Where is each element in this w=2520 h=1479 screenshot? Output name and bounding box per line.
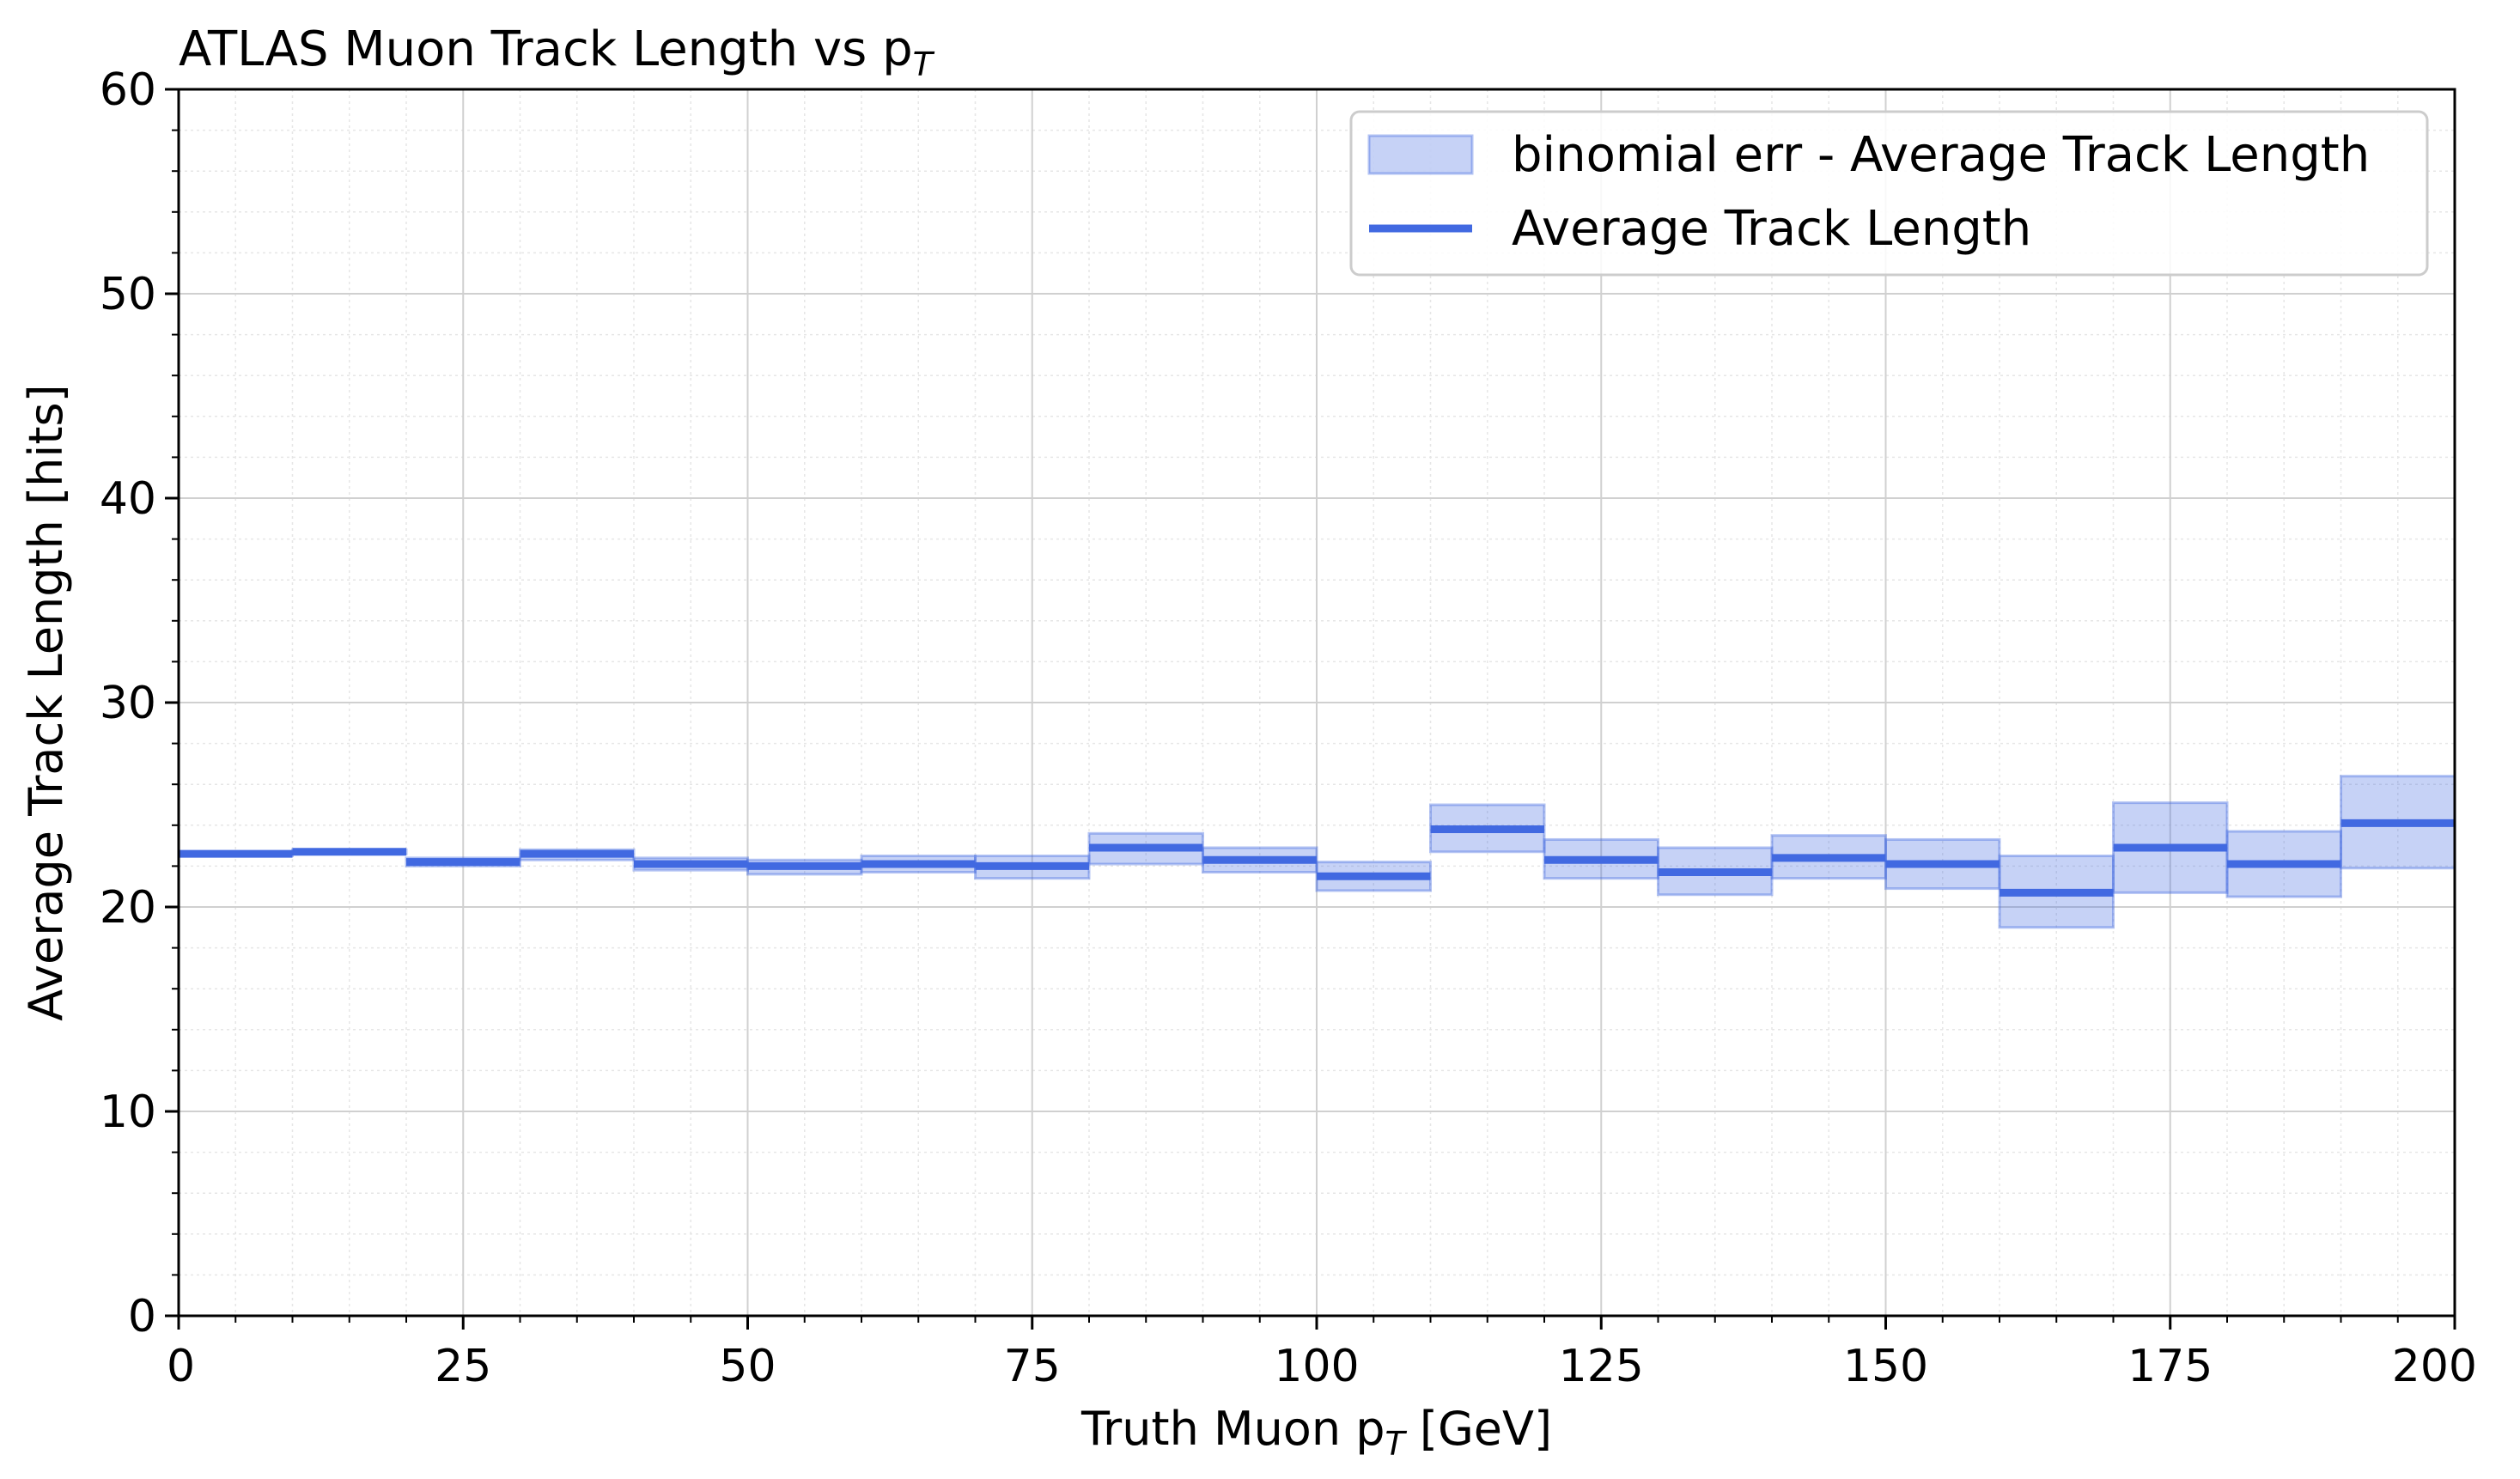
chart-title-main: ATLAS Muon Track Length vs p [179, 21, 913, 77]
y-axis-title: Average Track Length [hits] [19, 384, 73, 1020]
y-tick-label: 50 [100, 269, 156, 320]
legend-frame [1349, 110, 2429, 277]
legend-label-band: binomial err - Average Track Length [1512, 127, 2370, 183]
x-tick-label: 125 [1559, 1341, 1644, 1392]
y-tick-labels: 0 10 20 30 40 50 60 [100, 64, 156, 1342]
chart-title: ATLAS Muon Track Length vs pT [179, 21, 935, 83]
x-tick-label: 100 [1274, 1341, 1359, 1392]
x-tick-labels: 0 25 50 75 100 125 150 175 200 [167, 1341, 2477, 1392]
x-axis-title-subscript: T [1385, 1425, 1408, 1463]
x-axis-title: Truth Muon pT [GeV] [1080, 1402, 1552, 1463]
legend-swatch-band [1367, 134, 1474, 175]
y-tick-label: 20 [100, 882, 156, 934]
x-tick-label: 200 [2392, 1341, 2477, 1392]
x-axis-title-suffix: [GeV] [1405, 1402, 1552, 1456]
x-tick-label: 175 [2127, 1341, 2213, 1392]
x-tick-label: 0 [167, 1341, 195, 1392]
x-tick-label: 50 [719, 1341, 776, 1392]
chart-title-subscript: T [913, 46, 935, 83]
x-tick-label: 150 [1843, 1341, 1928, 1392]
legend: binomial err - Average Track Length Aver… [1349, 110, 2429, 277]
x-tick-label: 25 [435, 1341, 491, 1392]
y-tick-label: 10 [100, 1086, 156, 1138]
legend-label-line: Average Track Length [1512, 201, 2031, 257]
x-axis-title-prefix: Truth Muon p [1080, 1402, 1385, 1456]
y-tick-label: 60 [100, 64, 156, 116]
x-tick-label: 75 [1004, 1341, 1061, 1392]
average-track-length-line [179, 819, 2455, 897]
axis-ticks [165, 88, 2456, 1330]
plot-area: 0 25 50 75 100 125 150 175 200 0 10 20 30 40 50 60 [100, 64, 2477, 1392]
y-tick-label: 40 [100, 473, 156, 525]
y-tick-label: 0 [128, 1291, 156, 1342]
y-tick-label: 30 [100, 678, 156, 729]
